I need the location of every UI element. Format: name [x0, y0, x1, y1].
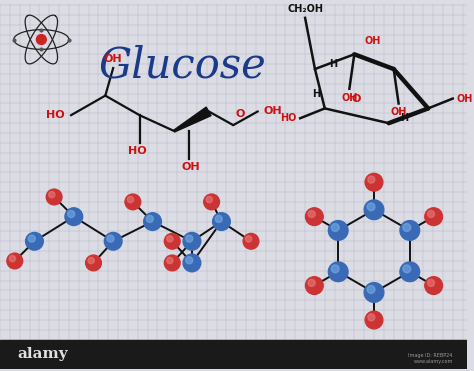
Circle shape	[128, 196, 134, 203]
Circle shape	[215, 216, 222, 223]
Circle shape	[88, 257, 94, 264]
Circle shape	[9, 256, 16, 262]
Circle shape	[331, 265, 339, 273]
Circle shape	[305, 277, 323, 295]
Text: HO: HO	[280, 113, 296, 123]
Circle shape	[364, 200, 384, 220]
Circle shape	[403, 224, 411, 232]
Text: H: H	[401, 113, 409, 123]
Circle shape	[164, 255, 180, 271]
Circle shape	[204, 194, 219, 210]
Polygon shape	[173, 107, 211, 132]
Circle shape	[68, 210, 75, 217]
Circle shape	[36, 35, 46, 45]
Circle shape	[364, 283, 384, 302]
Text: OH: OH	[264, 106, 283, 116]
Circle shape	[107, 235, 114, 242]
Text: OH: OH	[391, 108, 407, 118]
Text: HO: HO	[46, 110, 65, 120]
Circle shape	[186, 235, 193, 242]
Circle shape	[206, 196, 212, 203]
Bar	[0, 340, 466, 369]
Circle shape	[7, 253, 23, 269]
Circle shape	[183, 232, 201, 250]
Circle shape	[367, 286, 375, 293]
Circle shape	[367, 203, 375, 211]
Text: Image ID: REBP24
www.alamy.com: Image ID: REBP24 www.alamy.com	[409, 354, 453, 364]
Circle shape	[125, 194, 141, 210]
Circle shape	[328, 221, 348, 240]
Text: O: O	[235, 109, 245, 119]
Text: OH: OH	[456, 93, 473, 104]
Circle shape	[49, 191, 55, 198]
Circle shape	[144, 213, 162, 230]
Circle shape	[167, 236, 173, 242]
Text: Glucose: Glucose	[98, 45, 266, 86]
Circle shape	[368, 314, 375, 321]
Circle shape	[400, 262, 419, 282]
Text: OH: OH	[341, 93, 357, 103]
Circle shape	[246, 236, 252, 242]
Circle shape	[164, 233, 180, 249]
Circle shape	[425, 277, 443, 295]
Circle shape	[26, 232, 43, 250]
Circle shape	[365, 173, 383, 191]
Text: H: H	[312, 89, 320, 99]
Circle shape	[305, 208, 323, 226]
Circle shape	[328, 262, 348, 282]
Text: OH: OH	[104, 54, 122, 64]
Circle shape	[65, 208, 82, 226]
Circle shape	[167, 257, 173, 264]
Circle shape	[331, 224, 339, 232]
Circle shape	[368, 176, 375, 183]
Circle shape	[46, 189, 62, 205]
Circle shape	[400, 221, 419, 240]
Circle shape	[104, 232, 122, 250]
Text: OH: OH	[182, 161, 200, 171]
Text: HO: HO	[128, 146, 147, 156]
Text: alamy: alamy	[18, 348, 68, 361]
Circle shape	[365, 311, 383, 329]
Circle shape	[183, 254, 201, 272]
Circle shape	[428, 279, 435, 286]
Circle shape	[212, 213, 230, 230]
Circle shape	[308, 279, 315, 286]
Text: CH₂OH: CH₂OH	[287, 4, 323, 14]
Circle shape	[243, 233, 259, 249]
Circle shape	[186, 257, 193, 264]
Circle shape	[86, 255, 101, 271]
Text: OH: OH	[364, 36, 381, 46]
Circle shape	[425, 208, 443, 226]
Circle shape	[403, 265, 411, 273]
Circle shape	[146, 216, 154, 223]
Circle shape	[428, 210, 435, 217]
Text: H: H	[329, 59, 337, 69]
Text: O: O	[352, 95, 361, 105]
Circle shape	[308, 210, 315, 217]
Circle shape	[28, 235, 36, 242]
